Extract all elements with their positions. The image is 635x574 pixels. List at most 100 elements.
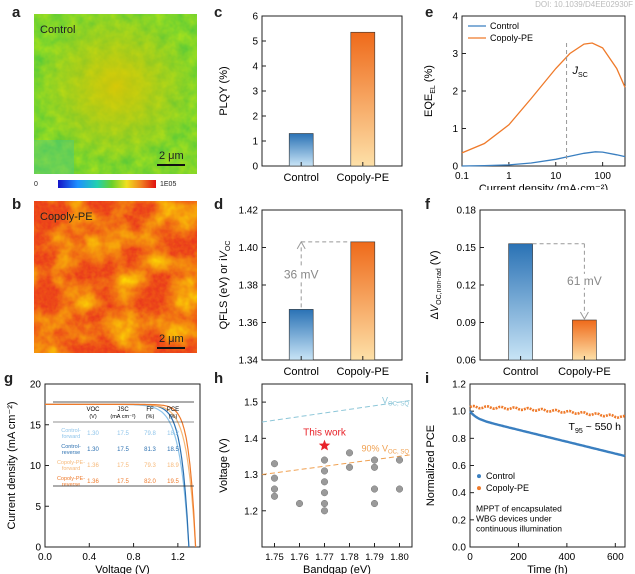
- y-tick-label: 0: [252, 162, 258, 173]
- table-cell: 17.5: [117, 447, 129, 453]
- table-cell: 19.5: [167, 479, 179, 485]
- table-cell: 17.5: [117, 479, 129, 485]
- bar-control: [508, 243, 533, 361]
- table-header-unit: (V): [89, 414, 97, 420]
- legend-marker: [477, 474, 481, 479]
- y-tick-label: 4: [252, 62, 258, 73]
- legend-marker: [477, 486, 481, 491]
- line-control: [461, 151, 626, 167]
- panel-letter-d: d: [214, 196, 224, 213]
- y-tick-label: 1: [452, 124, 458, 135]
- y-axis-label: Voltage (V): [218, 438, 230, 492]
- scalebar-b-label: 2 μm: [159, 333, 184, 345]
- x-tick-label: Copoly-PE: [337, 172, 390, 184]
- y-tick-label: 2: [452, 87, 458, 98]
- literature-point: [320, 499, 329, 508]
- y-tick-label: 20: [30, 380, 42, 391]
- line-copoly-pe: [461, 42, 626, 154]
- plot-frame: [261, 15, 403, 167]
- panel-letter-i: i: [425, 370, 430, 387]
- plot-frame: [461, 15, 626, 167]
- x-tick-label: 100: [594, 171, 611, 182]
- note-line: WBG devices under: [476, 514, 552, 524]
- sq-line: [261, 399, 413, 423]
- legend-label-control: Control: [486, 471, 515, 481]
- x-tick-label: 0.8: [127, 552, 141, 563]
- annotation-bg: [568, 273, 603, 288]
- table-cell: 82.0: [144, 479, 156, 485]
- y-tick-label: 3: [452, 49, 458, 60]
- plot-frame: [261, 383, 413, 548]
- table-row-label: forward: [62, 434, 80, 440]
- y-tick-label: 1.5: [244, 398, 258, 409]
- chart-g-jv: 0 5 10 15 20 0.0 0.4 0.8 1.2 VOC(V) JSC(mA cm⁻²) FF…: [6, 380, 201, 574]
- pl-maps: [34, 14, 197, 353]
- table-cell: 18.5: [167, 447, 179, 453]
- x-tick-label: Copoly-PE: [337, 366, 390, 378]
- chart-i-stability: 0.0 0.2 0.4 0.6 0.8 1.0 1.2 0 200 400 600 T95 ~ 550…: [425, 380, 626, 574]
- bar-copoly-pe: [350, 31, 376, 167]
- x-axis-label: Current density (mA·cm⁻²): [479, 183, 608, 190]
- panel-letter-e: e: [425, 4, 434, 21]
- this-work-label: This work: [303, 428, 347, 439]
- table-row-label: Control-: [61, 444, 81, 450]
- y-tick-label: 1.0: [452, 407, 466, 418]
- x-tick-label: Copoly-PE: [558, 366, 611, 378]
- y-axis-label: EQEEL (%): [423, 65, 437, 117]
- x-tick-label: Control: [283, 366, 318, 378]
- map-a-label: Control: [40, 24, 76, 36]
- table-header-unit: (%): [169, 414, 178, 420]
- literature-point: [270, 460, 279, 468]
- table-header: VOC: [86, 407, 100, 413]
- bar-copoly-pe: [350, 241, 376, 361]
- x-axis-label: Bandgap (eV): [303, 564, 371, 574]
- table-header-unit: (%): [146, 414, 155, 420]
- panel-letter-g: g: [4, 370, 14, 387]
- table-cell: 1.30: [87, 431, 99, 437]
- table-row-label: Copoly-PE-: [57, 476, 85, 482]
- x-tick-label: 400: [559, 552, 576, 563]
- y-tick-label: 1.34: [239, 356, 259, 367]
- x-tick-label: 200: [510, 552, 527, 563]
- table-header: FF: [146, 407, 154, 413]
- table-row-label: Copoly-PE-: [57, 460, 85, 466]
- annotation-bg: [285, 267, 320, 282]
- y-tick-label: 0.8: [452, 434, 466, 445]
- chart-d-qfls: 1.34 1.36 1.38 1.40 1.42 Control Copoly-PE 36 m…: [218, 206, 403, 378]
- panel-letter-b: b: [12, 196, 22, 213]
- literature-point: [345, 449, 354, 457]
- x-tick-label: 1: [506, 171, 512, 182]
- chart-e-eqe: 0 1 2 3 4 0.1 1 10 100 JSC Control Copoly-PE Current…: [423, 12, 626, 190]
- arrow-head: [296, 240, 306, 250]
- colorbar-max: 1E05: [160, 181, 177, 188]
- x-tick-label: 0.4: [82, 552, 96, 563]
- table-header: PCE: [167, 407, 179, 413]
- table-cell: 79.3: [144, 463, 156, 469]
- y-tick-label: 1.36: [239, 318, 259, 329]
- y-tick-label: 6: [252, 12, 258, 23]
- x-tick-label: 10: [550, 171, 562, 182]
- panel-letter-c: c: [214, 4, 223, 21]
- table-cell: 1.36: [87, 463, 99, 469]
- bar-copoly-pe: [572, 319, 597, 361]
- panel-letter-f: f: [425, 196, 430, 213]
- literature-point: [320, 507, 329, 515]
- series-copoly: [469, 404, 626, 419]
- y-tick-label: 0.0: [452, 543, 466, 554]
- y-tick-label: 0.06: [457, 356, 477, 367]
- y-axis-label: PLQY (%): [218, 66, 230, 115]
- literature-point: [270, 492, 279, 500]
- y-tick-label: 1.38: [239, 281, 259, 292]
- table-row-label: forward: [62, 466, 80, 472]
- table-cell: 18.9: [167, 463, 179, 469]
- legend-label-copoly-pe: Copoly-PE: [490, 33, 533, 43]
- y-tick-label: 1.2: [244, 506, 258, 517]
- x-tick-label: 1.80: [390, 552, 409, 563]
- table-header-unit: (mA cm⁻²): [110, 414, 135, 420]
- y-tick-label: 1: [252, 137, 258, 148]
- sq-line: [261, 454, 413, 476]
- pl-map-control: [34, 14, 197, 174]
- table-cell: 1.30: [87, 447, 99, 453]
- arrow-head: [579, 311, 589, 321]
- y-tick-label: 0.15: [457, 243, 477, 254]
